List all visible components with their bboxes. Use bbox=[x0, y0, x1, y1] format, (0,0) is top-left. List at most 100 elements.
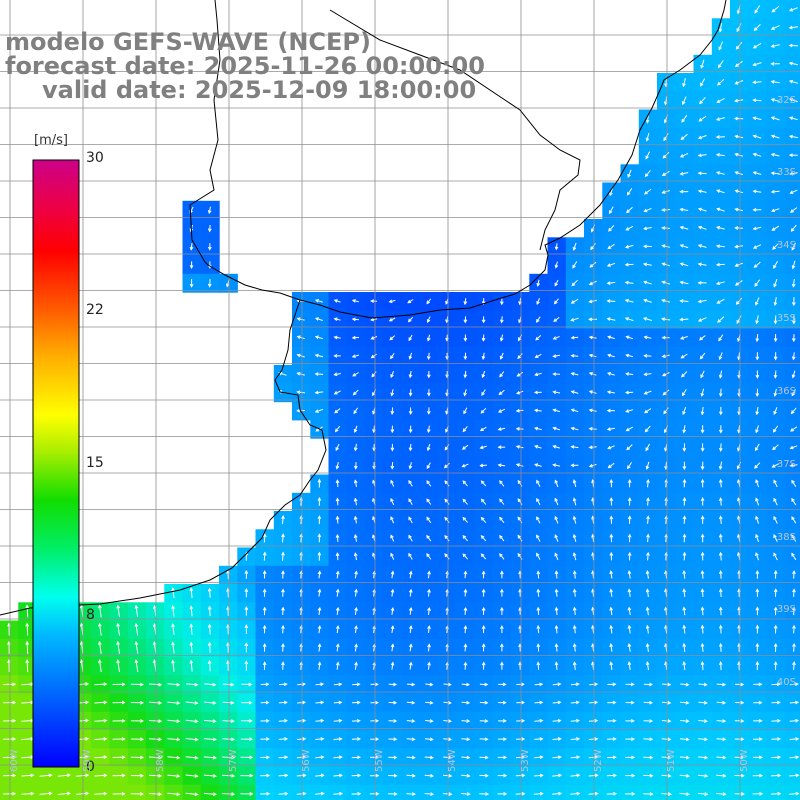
wind-arrow bbox=[498, 389, 505, 395]
wind-arrow-head bbox=[103, 718, 108, 723]
wind-arrow bbox=[590, 243, 596, 250]
wind-arrow bbox=[789, 62, 799, 66]
wind-arrow bbox=[21, 756, 34, 759]
wind-arrow-head bbox=[481, 392, 485, 397]
wind-arrow-head bbox=[758, 682, 763, 687]
wind-arrow-head bbox=[281, 661, 285, 666]
wind-arrow bbox=[167, 792, 180, 795]
wind-arrow-head bbox=[609, 643, 613, 648]
wind-arrow bbox=[406, 683, 415, 686]
lon-label-51w: 51W bbox=[666, 749, 677, 772]
wind-arrow-head bbox=[79, 659, 84, 664]
wind-arrow-head bbox=[588, 281, 593, 286]
wind-arrow-head bbox=[517, 534, 522, 539]
wind-arrow-head bbox=[320, 737, 325, 741]
wind-arrow bbox=[607, 318, 616, 321]
wind-arrow-head bbox=[791, 283, 796, 288]
wind-arrow-head bbox=[680, 336, 685, 340]
wind-arrow-head bbox=[334, 428, 339, 433]
wind-arrow bbox=[683, 662, 686, 671]
wind-arrow-head bbox=[649, 755, 654, 760]
wind-arrow bbox=[185, 756, 198, 759]
wind-arrow-head bbox=[480, 480, 485, 485]
wind-vector-arrows bbox=[3, 4, 800, 797]
wind-arrow bbox=[300, 644, 302, 652]
wind-arrow-head bbox=[718, 447, 723, 452]
wind-arrow bbox=[444, 517, 450, 524]
wind-arrow-head bbox=[773, 283, 777, 288]
wind-cell bbox=[365, 784, 384, 800]
wind-arrow bbox=[719, 23, 723, 32]
wind-arrow bbox=[698, 135, 707, 139]
wind-arrow-head bbox=[266, 773, 271, 778]
wind-arrow-head bbox=[335, 447, 339, 452]
wind-arrow-head bbox=[536, 479, 540, 484]
wind-arrow-head bbox=[536, 282, 541, 287]
wind-arrow bbox=[573, 644, 576, 652]
wind-arrow-head bbox=[12, 718, 17, 723]
wind-arrow bbox=[461, 701, 470, 704]
wind-arrow-head bbox=[718, 411, 723, 416]
wind-arrow-head bbox=[533, 390, 538, 395]
wind-arrow bbox=[537, 607, 540, 615]
wind-arrow bbox=[701, 388, 705, 397]
wind-arrow-head bbox=[390, 661, 395, 666]
wind-arrow-head bbox=[697, 207, 702, 212]
wind-arrow-head bbox=[552, 426, 557, 431]
wind-arrow bbox=[99, 641, 102, 654]
wind-arrow-head bbox=[607, 372, 612, 376]
wind-arrow bbox=[428, 607, 430, 615]
wind-arrow bbox=[665, 643, 668, 652]
wind-arrow-head bbox=[722, 737, 727, 742]
wind-arrow-head bbox=[212, 701, 217, 705]
wind-arrow-head bbox=[552, 445, 557, 449]
wind-arrow-head bbox=[625, 335, 630, 340]
wind-arrow bbox=[720, 552, 722, 561]
wind-arrow bbox=[607, 300, 616, 302]
wind-arrow-head bbox=[607, 335, 612, 340]
wind-arrow bbox=[172, 588, 175, 599]
wind-arrow-head bbox=[448, 719, 452, 723]
wind-cell bbox=[565, 273, 585, 293]
wind-arrow-head bbox=[284, 755, 289, 760]
wind-arrow-head bbox=[682, 497, 687, 502]
wind-arrow bbox=[278, 793, 288, 795]
wind-arrow bbox=[716, 281, 725, 285]
wind-arrow-head bbox=[570, 390, 575, 394]
wind-arrow-head bbox=[314, 372, 319, 376]
wind-arrow-head bbox=[139, 719, 144, 723]
wind-arrow-head bbox=[715, 281, 721, 286]
wind-arrow bbox=[536, 498, 541, 506]
wind-arrow-head bbox=[609, 551, 614, 556]
wind-arrow-head bbox=[354, 606, 358, 611]
valid-date: valid date: 2025-12-09 18:00:00 bbox=[42, 76, 477, 104]
wind-arrow bbox=[626, 426, 634, 432]
wind-arrow-head bbox=[212, 774, 217, 778]
wind-arrow bbox=[354, 589, 357, 597]
wind-arrow-head bbox=[700, 551, 705, 556]
wind-arrow-head bbox=[572, 661, 577, 666]
wind-arrow-head bbox=[575, 718, 580, 723]
wind-arrow-head bbox=[699, 355, 704, 360]
wind-arrow-head bbox=[536, 624, 541, 629]
wind-arrow-head bbox=[737, 447, 741, 452]
wind-arrow-head bbox=[590, 246, 594, 251]
wind-arrow bbox=[461, 774, 470, 777]
wind-cell bbox=[784, 54, 800, 74]
wind-arrow bbox=[21, 738, 34, 740]
wind-arrow bbox=[464, 589, 467, 597]
wind-arrow-head bbox=[426, 392, 431, 397]
wind-arrow-head bbox=[320, 755, 325, 760]
lat-label-32s: 32S bbox=[776, 95, 796, 106]
wind-arrow bbox=[607, 445, 615, 450]
wind-arrow bbox=[172, 624, 175, 635]
wind-arrow bbox=[647, 534, 649, 543]
wind-arrow bbox=[789, 701, 799, 704]
wind-cell bbox=[784, 109, 800, 129]
wind-arrow-head bbox=[773, 588, 778, 593]
wind-arrow bbox=[644, 408, 652, 414]
wind-arrow-head bbox=[499, 606, 504, 611]
wind-arrow-head bbox=[554, 282, 558, 287]
wind-arrow-head bbox=[503, 755, 508, 760]
wind-arrow-head bbox=[624, 262, 629, 267]
